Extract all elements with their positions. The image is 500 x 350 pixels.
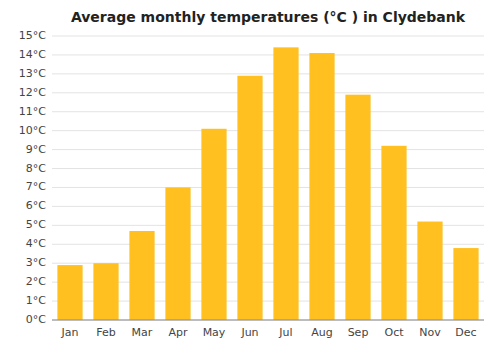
bars — [57, 47, 478, 320]
bar — [345, 95, 370, 320]
x-tick-label: Nov — [419, 326, 441, 339]
x-axis-line — [52, 320, 484, 321]
y-tick-label: 12°C — [19, 86, 46, 99]
y-tick-label: 0°C — [26, 313, 46, 326]
page: {"chart_data": {"type": "bar", "title": … — [0, 0, 500, 350]
x-tick-label: Feb — [96, 326, 115, 339]
grid-line — [52, 111, 484, 112]
y-tick-label: 7°C — [26, 180, 46, 193]
x-tick-label: Dec — [455, 326, 476, 339]
grid-line — [52, 187, 484, 188]
x-tick-label: Jul — [278, 326, 292, 339]
y-tick-label: 1°C — [26, 294, 46, 307]
x-tick-label: Jun — [240, 326, 258, 339]
grid-line — [52, 168, 484, 169]
y-tick-label: 14°C — [19, 48, 46, 61]
bar — [417, 222, 442, 320]
x-axis: Jan Feb Mar Apr May Jun Jul Aug Sep Oct Nov Dec — [61, 326, 477, 339]
title: Average monthly temperatures (°C ) in Cl… — [71, 9, 466, 25]
grid-line — [52, 92, 484, 93]
bar — [201, 129, 226, 320]
x-tick-label: Aug — [311, 326, 332, 339]
chart: Average monthly temperatures (°C ) in Cl… — [0, 0, 500, 350]
y-tick-label: 3°C — [26, 256, 46, 269]
grid-line — [52, 36, 484, 37]
grid-line — [52, 206, 484, 207]
x-tick-label: Apr — [168, 326, 188, 339]
bar — [165, 187, 190, 320]
bar — [453, 248, 478, 320]
x-tick-label: May — [203, 326, 226, 339]
y-tick-label: 9°C — [26, 143, 46, 156]
y-tick-label: 10°C — [19, 124, 46, 137]
bar — [237, 76, 262, 320]
y-tick-label: 4°C — [26, 237, 46, 250]
y-tick-label: 5°C — [26, 218, 46, 231]
bar — [129, 231, 154, 320]
x-tick-label: Oct — [384, 326, 404, 339]
y-axis: 0°C 1°C 2°C 3°C 4°C 5°C 6°C 7°C 8°C 9°C 10°C 11°C 12… — [19, 29, 46, 326]
x-tick-label: Mar — [132, 326, 153, 339]
x-tick-label: Jan — [61, 326, 79, 339]
grid-line — [52, 149, 484, 150]
bar — [93, 263, 118, 320]
grid — [52, 36, 484, 320]
y-tick-label: 11°C — [19, 105, 46, 118]
bar — [273, 47, 298, 320]
bar — [381, 146, 406, 320]
grid-line — [52, 73, 484, 74]
y-tick-label: 15°C — [19, 29, 46, 42]
grid-line — [52, 130, 484, 131]
y-tick-label: 6°C — [26, 199, 46, 212]
y-tick-label: 13°C — [19, 67, 46, 80]
bar — [309, 53, 334, 320]
y-tick-label: 2°C — [26, 275, 46, 288]
x-tick-label: Sep — [348, 326, 369, 339]
grid-line — [52, 320, 484, 321]
bar — [57, 265, 82, 320]
grid-line — [52, 54, 484, 55]
y-tick-label: 8°C — [26, 162, 46, 175]
